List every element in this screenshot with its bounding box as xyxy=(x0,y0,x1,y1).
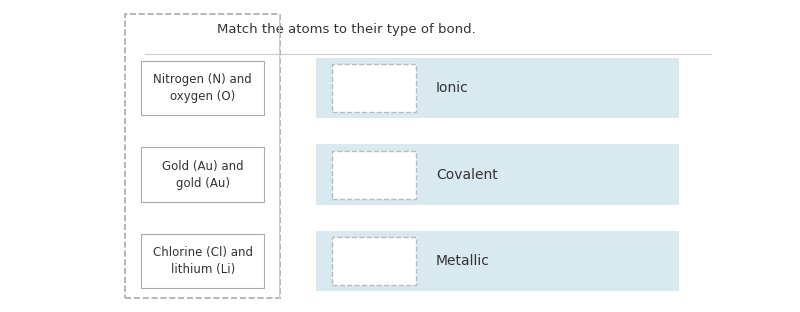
Text: Chlorine (Cl) and
lithium (Li): Chlorine (Cl) and lithium (Li) xyxy=(153,246,253,276)
FancyBboxPatch shape xyxy=(316,144,679,205)
Text: Nitrogen (N) and
oxygen (O): Nitrogen (N) and oxygen (O) xyxy=(154,73,252,103)
FancyBboxPatch shape xyxy=(316,231,679,291)
Text: ?: ? xyxy=(366,160,382,189)
Text: ?: ? xyxy=(366,246,382,275)
Text: Gold (Au) and
gold (Au): Gold (Au) and gold (Au) xyxy=(162,159,243,190)
FancyBboxPatch shape xyxy=(316,58,679,118)
Text: Ionic: Ionic xyxy=(436,81,469,95)
Text: ?: ? xyxy=(366,73,382,102)
FancyBboxPatch shape xyxy=(332,151,416,198)
Text: Match the atoms to their type of bond.: Match the atoms to their type of bond. xyxy=(217,23,475,36)
FancyBboxPatch shape xyxy=(332,237,416,285)
FancyBboxPatch shape xyxy=(141,61,265,115)
FancyBboxPatch shape xyxy=(332,64,416,112)
FancyBboxPatch shape xyxy=(141,234,265,288)
FancyBboxPatch shape xyxy=(141,148,265,202)
Text: Covalent: Covalent xyxy=(436,168,498,182)
Text: Metallic: Metallic xyxy=(436,254,490,268)
